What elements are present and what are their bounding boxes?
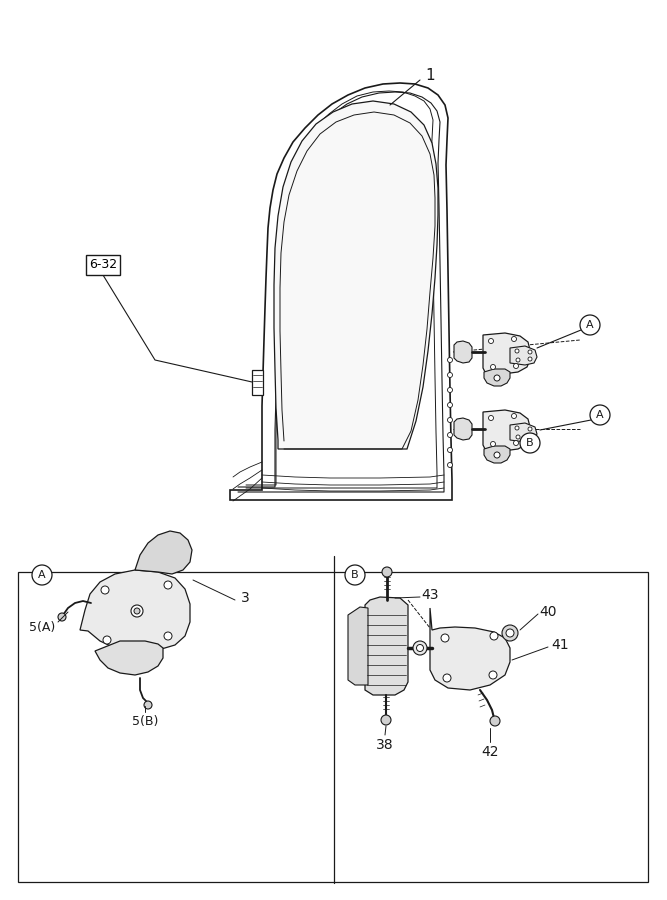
Polygon shape [483, 410, 530, 451]
Circle shape [512, 337, 516, 341]
Circle shape [489, 671, 497, 679]
FancyBboxPatch shape [18, 572, 648, 882]
Text: 5(A): 5(A) [29, 622, 55, 634]
Circle shape [448, 418, 452, 422]
Circle shape [416, 644, 424, 652]
Text: 43: 43 [422, 588, 439, 602]
Polygon shape [483, 333, 530, 374]
Polygon shape [348, 607, 368, 685]
Circle shape [58, 613, 66, 621]
Circle shape [101, 586, 109, 594]
Polygon shape [484, 446, 510, 463]
Text: 42: 42 [482, 745, 499, 759]
Polygon shape [484, 369, 510, 386]
Circle shape [131, 605, 143, 617]
Text: 41: 41 [551, 638, 569, 652]
Text: A: A [38, 570, 46, 580]
Text: 5(B): 5(B) [132, 716, 158, 728]
Circle shape [514, 364, 518, 368]
Circle shape [441, 634, 449, 642]
Circle shape [494, 452, 500, 458]
Circle shape [515, 426, 519, 430]
Circle shape [413, 641, 427, 655]
Polygon shape [454, 341, 472, 363]
Circle shape [516, 358, 520, 362]
Circle shape [590, 405, 610, 425]
Circle shape [488, 416, 494, 420]
Circle shape [448, 373, 452, 377]
Circle shape [528, 427, 532, 431]
Polygon shape [95, 641, 163, 675]
Circle shape [448, 357, 452, 363]
Circle shape [490, 442, 496, 446]
Circle shape [448, 388, 452, 392]
Circle shape [490, 364, 496, 370]
Circle shape [490, 632, 498, 640]
Circle shape [580, 315, 600, 335]
Circle shape [32, 565, 52, 585]
Circle shape [443, 674, 451, 682]
Polygon shape [135, 531, 192, 574]
Circle shape [516, 435, 520, 439]
Circle shape [448, 433, 452, 437]
Polygon shape [454, 418, 472, 440]
Polygon shape [430, 608, 510, 690]
Circle shape [506, 629, 514, 637]
Text: B: B [526, 438, 534, 448]
Circle shape [144, 701, 152, 709]
Circle shape [515, 349, 519, 353]
Polygon shape [365, 597, 408, 695]
Text: A: A [586, 320, 594, 330]
Circle shape [502, 625, 518, 641]
Text: 6-32: 6-32 [89, 258, 117, 272]
Polygon shape [510, 423, 537, 442]
Circle shape [134, 608, 140, 614]
Circle shape [528, 434, 532, 438]
Circle shape [488, 338, 494, 344]
Circle shape [514, 440, 518, 445]
Circle shape [448, 402, 452, 408]
Circle shape [382, 567, 392, 577]
Polygon shape [510, 346, 537, 365]
Circle shape [528, 357, 532, 361]
Circle shape [345, 565, 365, 585]
Circle shape [381, 715, 391, 725]
Text: 1: 1 [425, 68, 435, 83]
Polygon shape [252, 370, 263, 395]
Circle shape [448, 447, 452, 453]
Circle shape [512, 413, 516, 418]
Polygon shape [230, 83, 452, 500]
Circle shape [494, 375, 500, 381]
Text: 38: 38 [376, 738, 394, 752]
Circle shape [164, 632, 172, 640]
Text: 3: 3 [241, 591, 249, 605]
Text: A: A [596, 410, 604, 420]
Circle shape [528, 350, 532, 354]
Polygon shape [80, 570, 190, 651]
Polygon shape [274, 101, 438, 449]
Circle shape [448, 463, 452, 467]
Text: B: B [352, 570, 359, 580]
Circle shape [520, 433, 540, 453]
Circle shape [164, 581, 172, 589]
Circle shape [103, 636, 111, 644]
Circle shape [490, 716, 500, 726]
Text: 40: 40 [539, 605, 557, 619]
